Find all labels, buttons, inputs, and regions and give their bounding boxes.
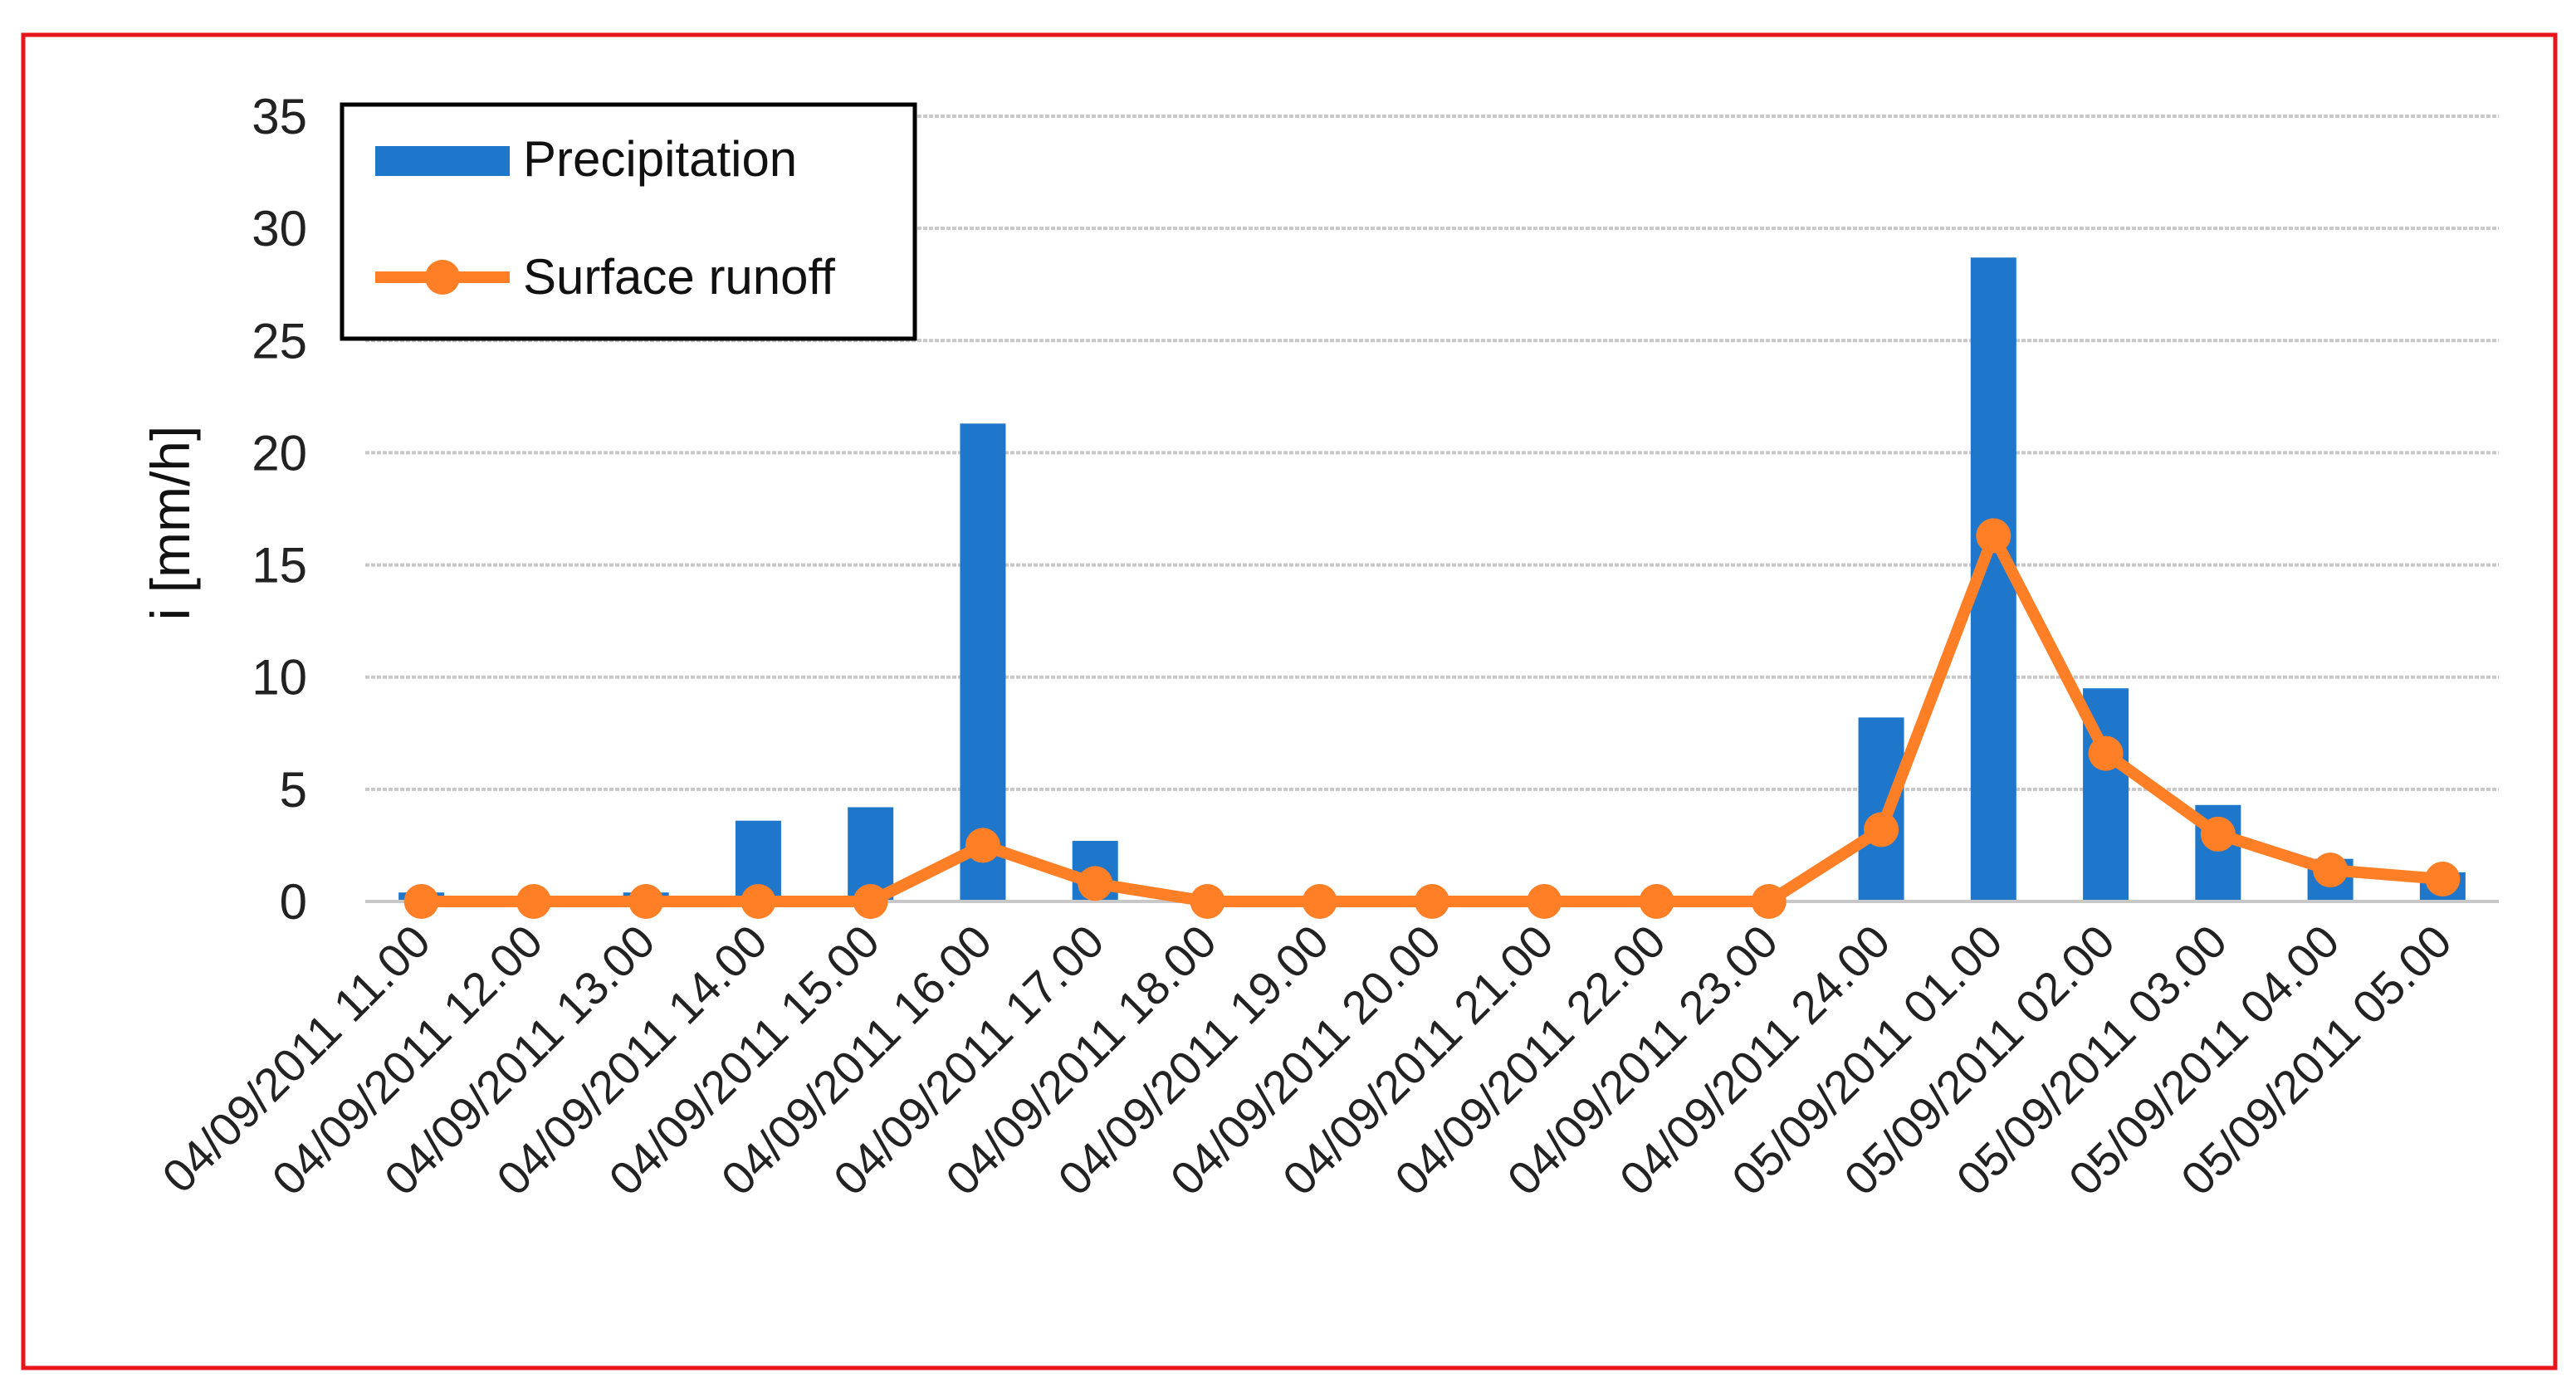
y-tick-label: 15 [252, 538, 307, 593]
y-tick-label: 5 [280, 762, 307, 818]
precipitation-bars [398, 257, 2466, 901]
surface-runoff-point [1976, 518, 2011, 554]
surface-runoff-point [2088, 735, 2124, 771]
legend-surface-runoff-marker [425, 260, 460, 295]
legend-box [340, 102, 917, 341]
surface-runoff-point [1864, 812, 1899, 847]
surface-runoff-point [853, 884, 888, 919]
y-tick-label: 0 [280, 874, 307, 930]
y-tick-label: 30 [252, 201, 307, 256]
surface-runoff-point [1078, 866, 1113, 901]
surface-runoff-line [403, 518, 2461, 919]
y-tick-label: 35 [252, 89, 307, 144]
legend-surface-runoff-label: Surface runoff [523, 249, 835, 305]
y-tick-label: 10 [252, 650, 307, 706]
surface-runoff-point [1190, 884, 1225, 919]
precipitation-bar [1858, 717, 1904, 901]
surface-runoff-point [1302, 884, 1337, 919]
surface-runoff-point [2425, 861, 2461, 896]
surface-runoff-point [403, 884, 439, 919]
surface-runoff-point [2200, 816, 2236, 852]
surface-runoff-point [2313, 852, 2349, 888]
legend-precipitation-label: Precipitation [523, 131, 797, 187]
precipitation-bar [960, 423, 1006, 901]
y-axis-tick-labels: 0 5 10 15 20 25 30 35 [252, 89, 307, 930]
surface-runoff-point [965, 828, 1000, 863]
surface-runoff-point [516, 884, 551, 919]
y-axis-label: i [mm/h] [139, 426, 201, 621]
y-tick-label: 20 [252, 425, 307, 481]
surface-runoff-point [741, 884, 776, 919]
surface-runoff-point [1527, 884, 1562, 919]
surface-runoff-point [1751, 884, 1787, 919]
chart-legend: Precipitation Surface runoff [340, 102, 917, 341]
legend-precipitation-swatch [375, 146, 510, 176]
y-tick-label: 25 [252, 313, 307, 369]
surface-runoff-point [628, 884, 664, 919]
surface-runoff-point [1415, 884, 1449, 919]
surface-runoff-point [1639, 884, 1674, 919]
